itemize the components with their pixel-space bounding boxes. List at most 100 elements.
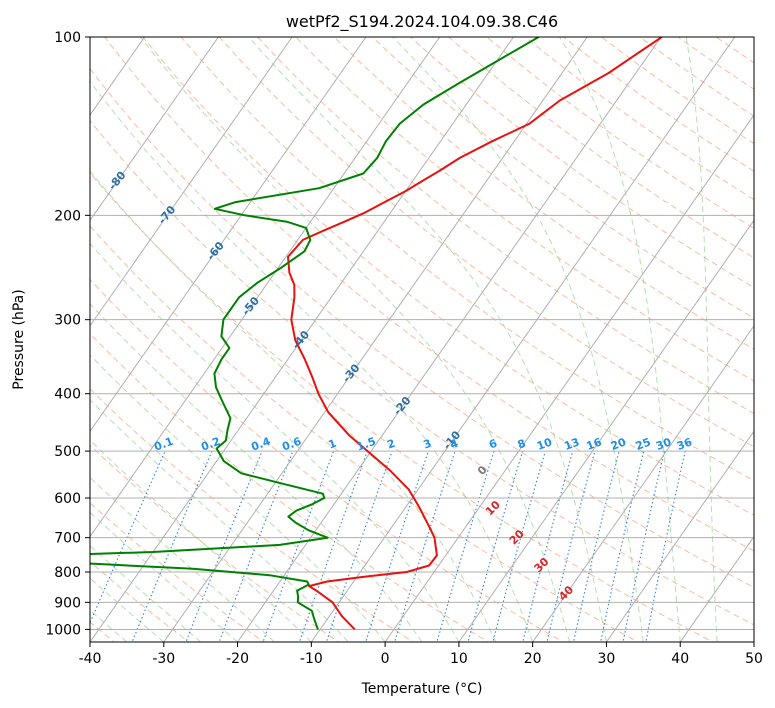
mixing-ratio-line <box>262 450 335 642</box>
x-tick-label: 0 <box>381 651 390 667</box>
moist-adiabat-line <box>248 37 607 642</box>
mixing-ratio-line <box>492 450 546 642</box>
profile-line <box>287 37 663 631</box>
isotherm-line <box>90 37 219 222</box>
isotherm-line <box>753 641 754 642</box>
mixing-ratio-label: 20 <box>609 435 628 453</box>
moist-adiabat-line <box>558 37 681 642</box>
dry-adiabat-line <box>218 37 754 448</box>
mixing-ratio-line <box>365 450 430 642</box>
y-tick-label: 1000 <box>45 622 81 638</box>
dry-adiabat-line <box>333 37 754 350</box>
y-tick-label: 200 <box>54 208 81 224</box>
isotherm-label: -90 <box>54 137 77 161</box>
isotherm-line <box>606 430 754 642</box>
mixing-ratio-line <box>522 450 574 642</box>
y-tick-label: 600 <box>54 491 81 507</box>
dry-adiabat-line <box>90 388 415 642</box>
mixing-ratio-label: 4 <box>448 437 460 452</box>
dry-adiabat-line <box>90 172 714 642</box>
moist-adiabat-line <box>90 577 165 642</box>
mixing-ratio-label: 0.2 <box>199 435 222 454</box>
mixing-ratio-line <box>131 450 213 642</box>
axes: -40 -30 -20 -10 0 10 20 30 40 5010020030040050060… <box>45 30 763 667</box>
background-lines <box>90 37 775 644</box>
moist-adiabat-line <box>90 303 423 642</box>
y-tick-label: 100 <box>54 30 81 46</box>
moist-adiabat-line <box>90 511 238 642</box>
y-tick-label: 900 <box>54 595 81 611</box>
x-tick-label: 20 <box>524 651 542 667</box>
dry-adiabat-line <box>142 37 754 516</box>
mixing-ratio-line <box>218 450 294 642</box>
mixing-ratio-label: 0.6 <box>280 435 303 454</box>
isotherm-line <box>532 324 754 642</box>
x-axis-label: Temperature (°C) <box>361 681 483 697</box>
moist-adiabat-line <box>90 476 275 642</box>
isotherm-line <box>90 37 367 433</box>
moist-adiabat-line <box>90 80 534 642</box>
y-tick-label: 400 <box>54 387 81 403</box>
x-tick-label: 10 <box>450 651 468 667</box>
moist-adiabat-line <box>685 37 718 642</box>
isotherm-line <box>679 535 754 642</box>
isotherm-line <box>384 114 754 642</box>
mixing-ratio-line <box>299 450 368 642</box>
mixing-ratio-label: 8 <box>516 437 528 452</box>
isotherm-line <box>90 37 514 642</box>
mixing-ratio-label: 10 <box>535 435 554 453</box>
dry-adiabat-line <box>180 37 754 482</box>
moist-adiabat-line <box>90 354 386 642</box>
mixing-ratio-label: 13 <box>562 435 581 452</box>
mixing-ratio-line <box>185 450 263 642</box>
mixing-ratio-line <box>546 450 596 642</box>
mixing-ratio-label: 2 <box>385 437 397 452</box>
y-tick-label: 700 <box>54 531 81 547</box>
isotherm-line <box>90 37 293 327</box>
isotherm-label: -100 <box>9 89 37 119</box>
isotherm-line <box>163 37 588 642</box>
mixing-ratio-line <box>572 450 620 642</box>
x-tick-label: -40 <box>79 651 102 667</box>
moist-adiabat-line <box>90 545 202 642</box>
mixing-ratio-line <box>394 450 456 642</box>
isotherm-line <box>458 219 754 642</box>
profile-line <box>90 37 540 630</box>
x-tick-label: -30 <box>152 651 175 667</box>
mixing-ratio-label: 1 <box>327 437 339 452</box>
y-tick-label: 300 <box>54 313 81 329</box>
x-tick-label: -20 <box>226 651 249 667</box>
dry-adiabat-line <box>104 37 754 552</box>
mixing-ratio-label: 30 <box>654 435 673 453</box>
dry-adiabat-line <box>371 37 754 319</box>
y-tick-label: 500 <box>54 444 81 460</box>
x-tick-label: 40 <box>671 651 689 667</box>
dry-adiabat-line <box>754 37 775 644</box>
y-axis-label: Pressure (hPa) <box>11 289 27 389</box>
mixing-ratio-label: 25 <box>634 435 653 452</box>
mixing-ratio-line <box>436 450 495 642</box>
y-tick-label: 800 <box>54 565 81 581</box>
x-tick-label: -10 <box>300 651 323 667</box>
mixing-ratio-line <box>600 450 645 642</box>
dry-adiabat-line <box>90 333 490 642</box>
mixing-ratio-line <box>325 450 393 642</box>
mixing-ratio-label: 0.4 <box>249 435 272 454</box>
plot-frame <box>89 36 755 643</box>
isotherm-line <box>310 37 736 642</box>
mixing-ratio-label: 16 <box>585 435 604 453</box>
mixing-ratio-label: 6 <box>487 437 499 452</box>
plot-background <box>90 37 754 642</box>
mixing-ratio-label: 36 <box>675 435 694 453</box>
moist-adiabat-line <box>90 170 497 642</box>
isotherm-line <box>90 37 441 538</box>
mixing-ratio-label: 1.5 <box>355 435 378 454</box>
x-tick-label: 30 <box>598 651 616 667</box>
profile-lines <box>90 37 663 631</box>
moist-adiabat-line <box>139 37 571 642</box>
chart-title: wetPf2_S194.2024.104.09.38.C46 <box>286 12 558 32</box>
x-tick-label: 50 <box>745 651 763 667</box>
mixing-ratio-label: 3 <box>422 437 434 452</box>
pressure-gridlines <box>90 37 754 630</box>
